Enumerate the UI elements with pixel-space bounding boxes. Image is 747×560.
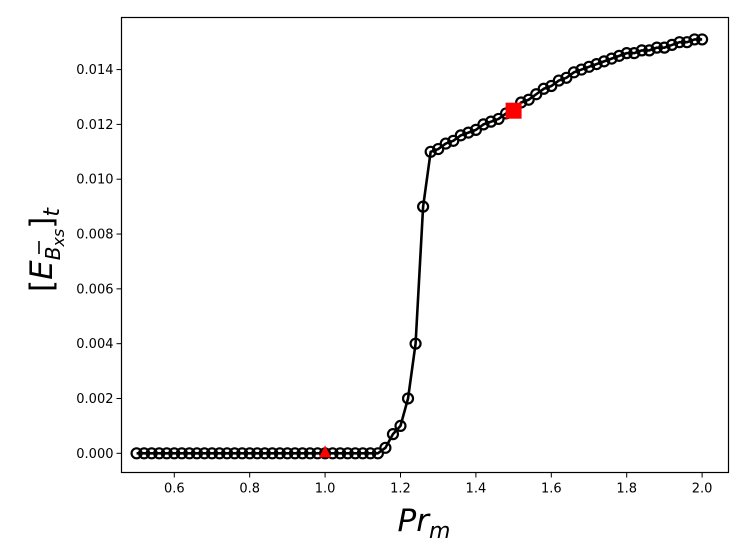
data-point-marker: [251, 447, 264, 460]
x-tick-label: 0.8: [239, 482, 260, 497]
axes-frame: [120, 16, 730, 474]
data-point-marker: [643, 44, 656, 57]
y-tick-label: 0.014: [76, 63, 113, 78]
y-tick-label: 0.010: [76, 173, 113, 188]
data-point-marker: [454, 129, 467, 142]
data-point-marker: [220, 447, 234, 460]
data-point-marker: [198, 447, 211, 460]
y-tick-label: 0.002: [76, 392, 113, 407]
x-tick-label: 0.6: [164, 482, 185, 497]
data-point-marker: [597, 55, 611, 68]
data-point-marker: [658, 41, 671, 54]
x-tick-label: 1.6: [541, 482, 562, 497]
data-point-marker: [484, 115, 498, 128]
data-point-marker: [183, 447, 196, 460]
data-point-marker: [190, 447, 204, 460]
y-tick-label: 0.008: [76, 228, 113, 243]
data-point-marker: [635, 44, 648, 57]
data-point-marker: [613, 49, 626, 62]
data-point-marker: [401, 392, 415, 405]
x-axis-ticks: 0.6 0.8 1.0 1.2 1.4 1.6 1.8 2.0: [164, 472, 713, 497]
data-point-marker: [205, 447, 219, 460]
data-point-marker: [650, 41, 663, 54]
data-point-marker: [296, 447, 309, 460]
data-point-marker: [620, 47, 633, 60]
data-point-marker: [696, 33, 709, 46]
data-point-marker: [477, 118, 490, 131]
data-point-marker: [349, 447, 362, 460]
data-point-marker: [582, 60, 596, 73]
data-point-marker: [439, 137, 452, 150]
data-point-marker: [552, 74, 565, 87]
data-point-marker: [462, 126, 475, 139]
x-tick-label: 1.8: [616, 482, 637, 497]
data-point-marker: [673, 36, 686, 49]
data-point-marker: [394, 419, 407, 433]
data-point-marker: [356, 447, 369, 460]
highlight-triangle-marker: [319, 445, 332, 458]
data-point-marker: [243, 447, 256, 460]
data-point-marker: [386, 428, 400, 441]
data-point-marker: [409, 337, 422, 350]
plot-area: [130, 33, 709, 460]
x-tick-label: 1.4: [466, 482, 487, 497]
data-point-marker: [281, 447, 294, 460]
y-tick-label: 0.012: [76, 118, 113, 133]
data-point-marker: [424, 145, 437, 158]
data-point-marker: [334, 447, 347, 460]
data-point-marker: [138, 447, 151, 460]
data-point-marker: [665, 38, 679, 52]
data-point-marker: [175, 447, 188, 460]
data-point-marker: [688, 33, 701, 46]
data-point-marker: [364, 447, 377, 460]
data-point-marker: [575, 63, 588, 76]
data-point-marker: [213, 447, 226, 460]
data-point-marker: [341, 447, 354, 460]
x-tick-label: 2.0: [692, 482, 713, 497]
y-axis-ticks: 0.000 0.002 0.004 0.006 0.008 0.010 0.012 0.014: [76, 63, 122, 462]
data-point-marker: [236, 447, 249, 460]
data-point-marker: [537, 82, 550, 95]
y-tick-label: 0.004: [76, 337, 113, 352]
data-point-marker: [680, 36, 694, 49]
data-point-marker: [168, 447, 181, 460]
data-point-marker: [567, 66, 581, 79]
data-point-marker: [303, 447, 317, 460]
data-point-marker: [160, 447, 173, 460]
highlight-square-marker: [505, 102, 522, 119]
svg-text:[EBxs]t: [EBxs]t: [24, 207, 68, 292]
data-point-marker: [258, 447, 271, 460]
y-axis-label: [EBxs]t: [24, 207, 68, 292]
x-axis-label: Prm: [398, 503, 451, 544]
data-point-marker: [628, 47, 641, 60]
x-tick-label: 1.2: [390, 482, 411, 497]
data-point-marker: [273, 447, 286, 460]
data-point-marker: [379, 441, 392, 454]
data-point-marker: [228, 447, 241, 460]
y-tick-label: 0.000: [76, 447, 113, 462]
data-point-marker: [130, 447, 143, 460]
data-point-marker: [145, 447, 158, 460]
data-point-marker: [288, 447, 302, 460]
series-line: [136, 38, 703, 455]
data-point-marker: [590, 57, 603, 71]
data-point-marker: [417, 200, 430, 213]
y-tick-label: 0.006: [76, 282, 113, 297]
data-point-marker: [266, 447, 279, 460]
data-point-marker: [153, 447, 166, 460]
data-point-marker: [605, 52, 618, 65]
x-tick-label: 1.0: [315, 482, 336, 497]
